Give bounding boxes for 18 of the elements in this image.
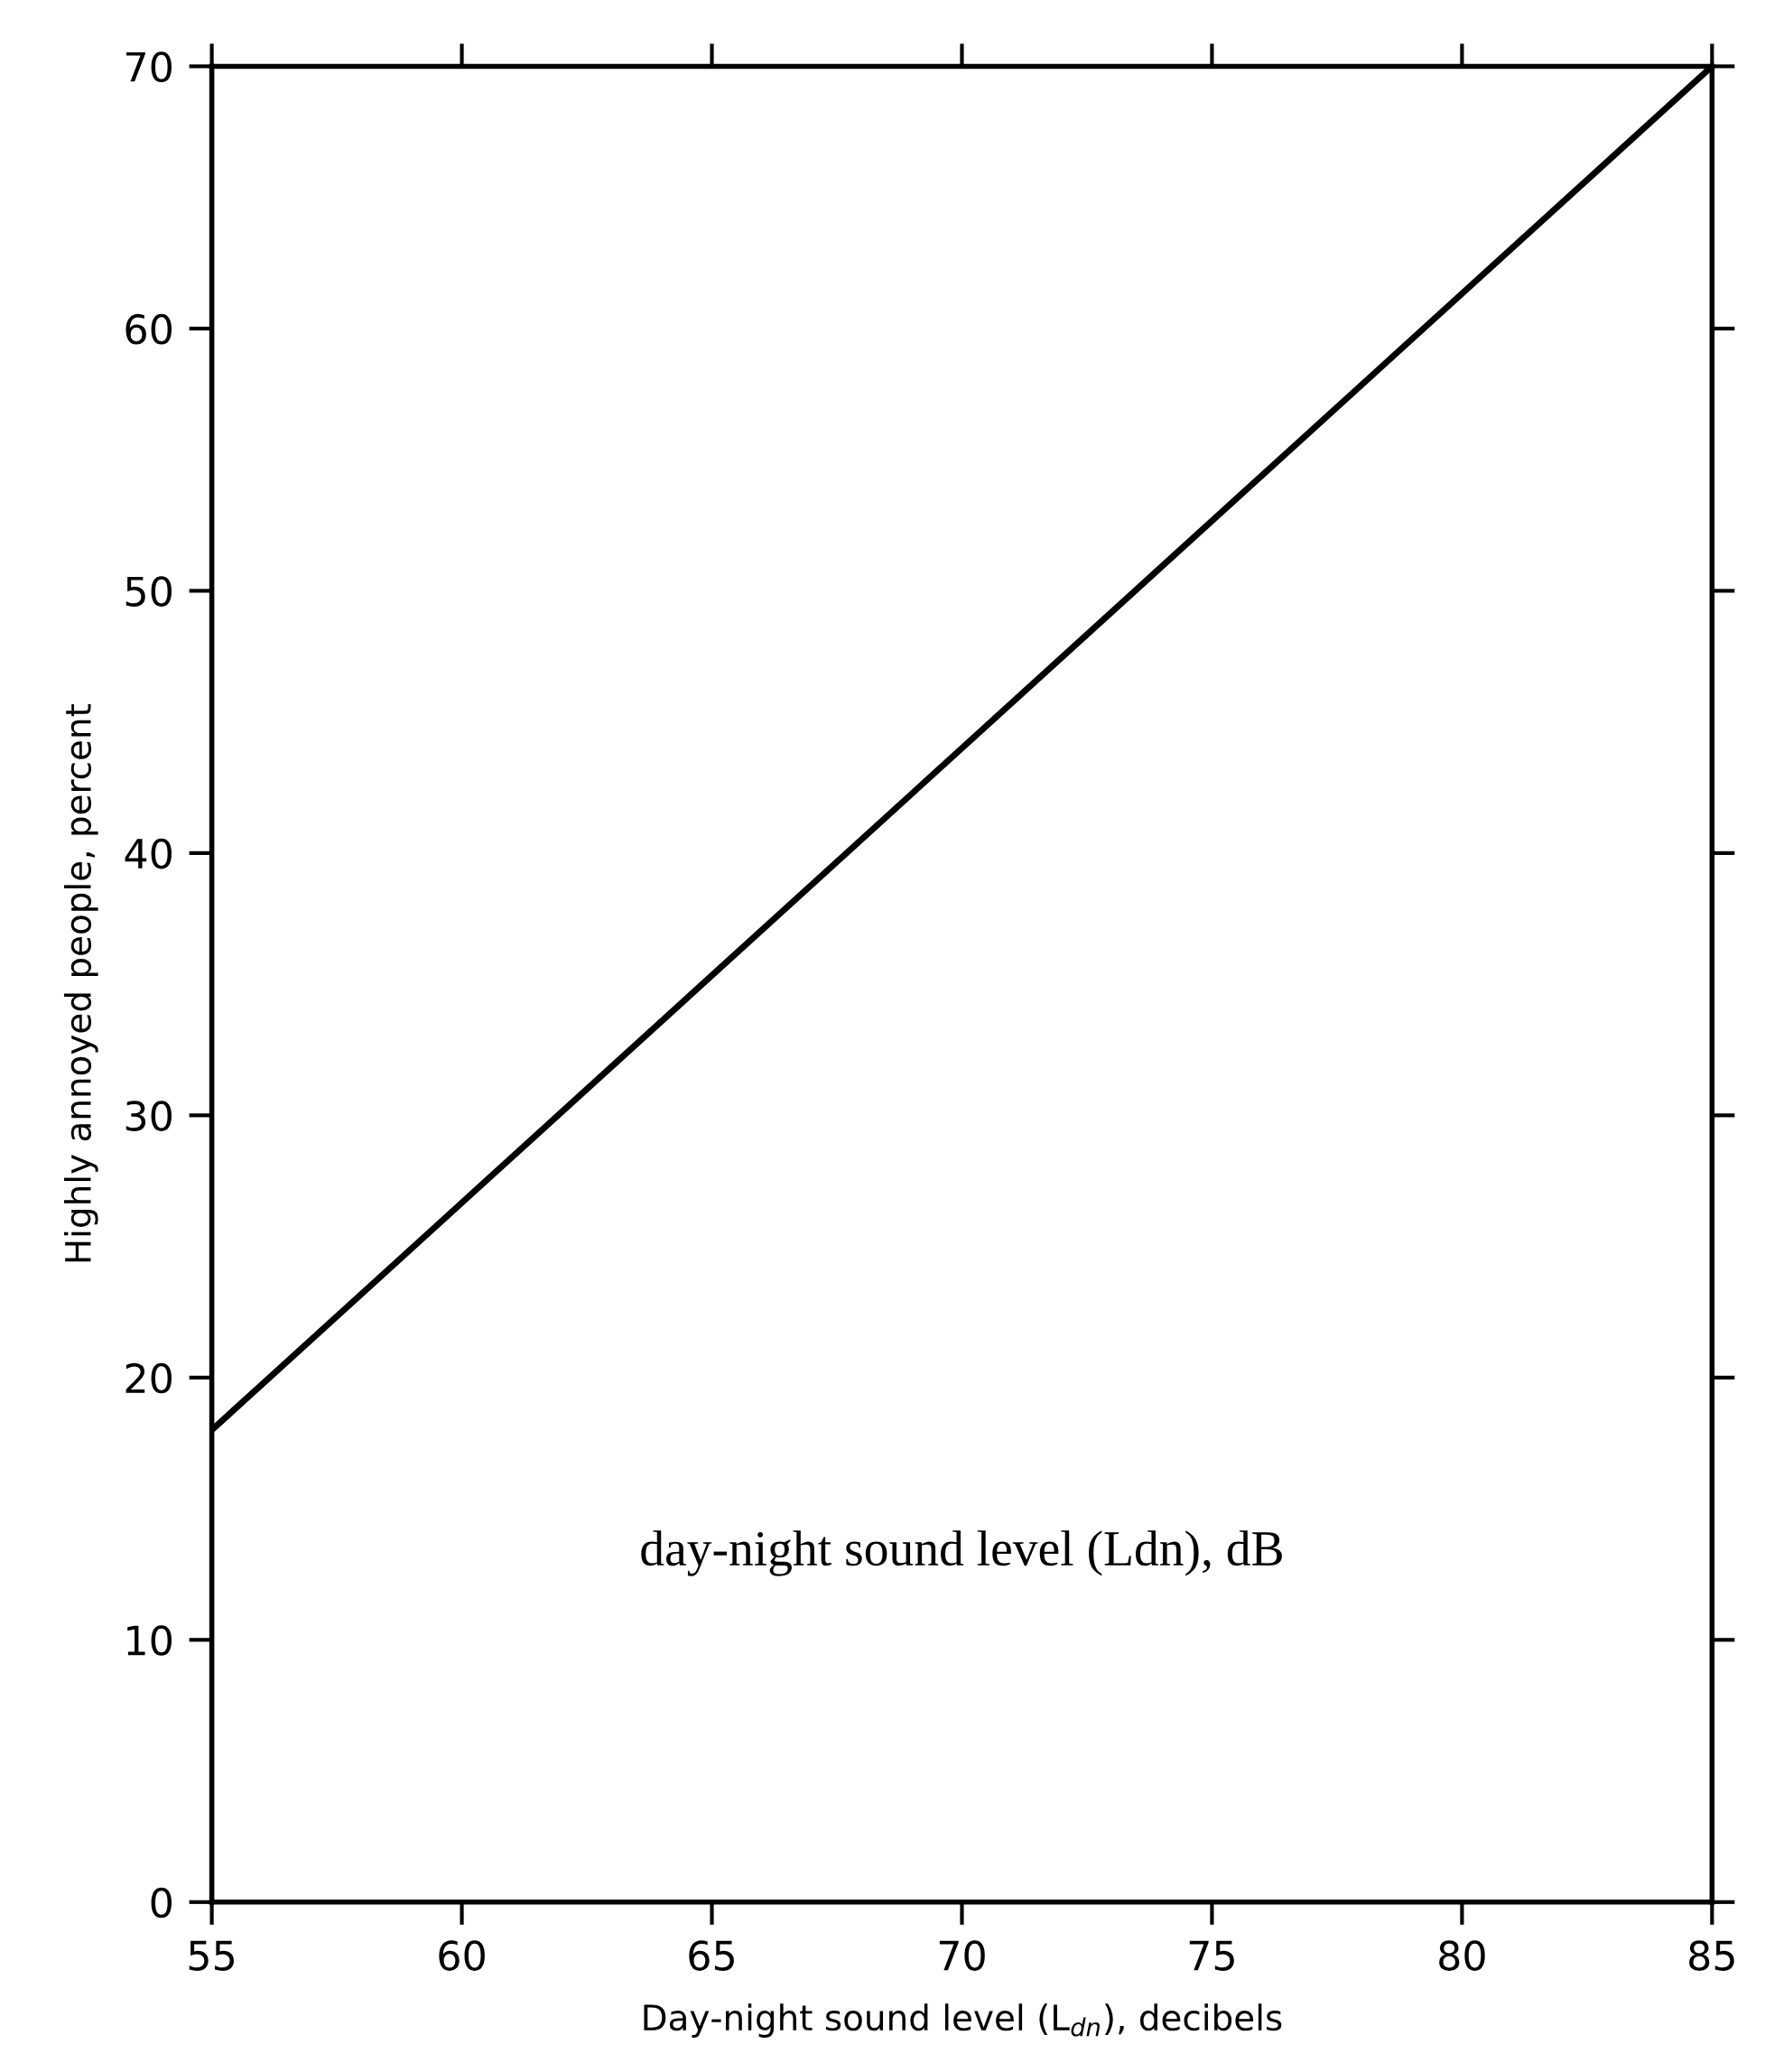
y-tick-label: 0 [151,1887,172,1919]
y-axis-title: Highly annoyed people, percent [63,704,98,1262]
x-tick-label: 80 [1439,1940,1485,1971]
x-axis-title: Day-night sound level (L$_{dn}$), decibels [644,2003,1282,2038]
y-tick-label: 70 [126,51,172,82]
x-tick-label: 75 [1189,1940,1234,1971]
y-tick-label: 20 [125,1362,172,1394]
x-tick-label: 70 [939,1940,985,1971]
annotation: day-night sound level (Ldn), dB [641,1530,1282,1576]
y-tick-label: 10 [127,1625,172,1656]
x-tick-label: 55 [189,1940,234,1971]
x-tick-label: 85 [1689,1940,1734,1971]
x-tick-label: 60 [439,1940,485,1971]
x-tick-label: 65 [689,1940,734,1971]
y-tick-label: 60 [125,313,172,345]
y-tick-label: 50 [125,576,172,607]
y-tick-label: 30 [125,1101,172,1131]
y-tick-label: 40 [125,838,172,869]
